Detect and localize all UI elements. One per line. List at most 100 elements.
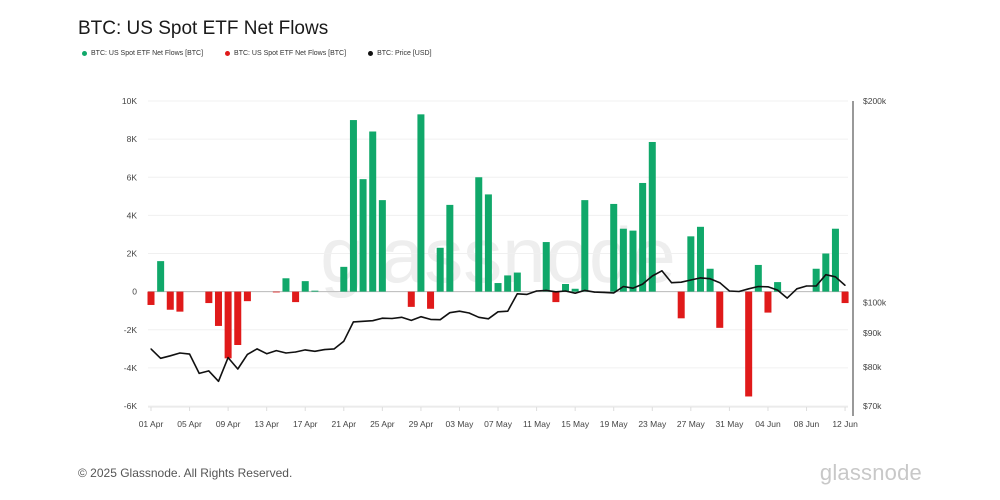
- price-point: [661, 270, 663, 272]
- bar-inflow: [754, 264, 762, 292]
- y-axis-right: $200k $100k $90k $80k $70k: [852, 96, 887, 416]
- x-tick-label: 01 Apr: [139, 419, 164, 429]
- price-point: [777, 289, 779, 291]
- bar-inflow: [562, 284, 570, 292]
- gridlines: [148, 100, 848, 407]
- bar-inflow: [513, 272, 521, 292]
- legend-item-outflows[interactable]: BTC: US Spot ETF Net Flows [BTC]: [225, 50, 346, 57]
- x-tick-label: 05 Apr: [177, 419, 202, 429]
- legend-label-outflows: BTC: US Spot ETF Net Flows [BTC]: [234, 50, 347, 57]
- price-point: [314, 350, 316, 352]
- y-left-tick-label: 8K: [127, 134, 138, 144]
- bar-inflow: [359, 179, 367, 292]
- bar-inflow: [831, 228, 839, 292]
- chart-title: BTC: US Spot ETF Net Flows: [78, 18, 329, 39]
- x-tick-label: 04 Jun: [755, 419, 781, 429]
- price-point: [574, 292, 576, 294]
- price-point: [323, 348, 326, 351]
- price-point: [217, 380, 220, 382]
- bar-inflow: [619, 228, 627, 292]
- y-axis-left: 10K 8K 6K 4K 2K 0 -2K -4K -6K: [122, 96, 137, 411]
- price-point: [237, 368, 239, 370]
- x-tick-label: 12 Jun: [832, 419, 858, 429]
- price-point: [487, 318, 489, 320]
- price-point: [150, 348, 152, 350]
- bar-outflow: [841, 291, 849, 304]
- price-point: [622, 285, 624, 288]
- legend-label-inflows: BTC: US Spot ETF Net Flows [BTC]: [91, 50, 204, 57]
- legend: BTC: US Spot ETF Net Flows [BTC] BTC: US…: [82, 50, 432, 57]
- price-point: [391, 317, 393, 320]
- legend-item-price[interactable]: BTC: Price [USD]: [368, 50, 432, 57]
- bar-outflow: [745, 291, 753, 397]
- y-left-tick-label: 6K: [127, 172, 138, 182]
- price-point: [160, 357, 162, 359]
- y-right-tick-label: $100k: [863, 297, 887, 307]
- bar-inflow: [436, 247, 444, 292]
- y-right-tick-label: $80k: [863, 362, 882, 372]
- price-point: [295, 351, 297, 353]
- legend-dot-black: [368, 51, 374, 56]
- price-point: [526, 293, 528, 295]
- bar-outflow: [166, 291, 174, 310]
- bar-outflow: [764, 291, 772, 313]
- bar-inflow: [812, 268, 820, 292]
- price-point: [757, 285, 759, 288]
- price-point: [825, 274, 827, 276]
- bar-inflow: [822, 253, 830, 292]
- price-point: [362, 320, 364, 322]
- bar-inflow: [340, 266, 348, 292]
- price-point: [352, 321, 355, 323]
- price-point: [227, 356, 229, 359]
- price-point: [507, 310, 509, 312]
- bar-outflow: [234, 291, 242, 345]
- bar-inflow: [446, 204, 454, 292]
- price-point: [815, 285, 817, 287]
- bar-inflow: [494, 283, 502, 292]
- price-point: [796, 288, 798, 290]
- y-left-tick-label: 10K: [122, 96, 137, 106]
- bar-inflow: [475, 177, 483, 292]
- price-point: [246, 353, 248, 356]
- bar-outflow: [552, 291, 560, 303]
- price-point: [670, 282, 673, 284]
- bar-inflow: [696, 226, 704, 292]
- price-point: [786, 297, 788, 299]
- brand-logo: glassnode: [819, 460, 922, 485]
- price-point: [401, 316, 403, 318]
- price-point: [468, 312, 470, 314]
- price-point: [555, 291, 557, 293]
- x-tick-label: 17 Apr: [293, 419, 318, 429]
- x-tick-label: 07 May: [484, 419, 513, 429]
- price-point: [564, 290, 567, 292]
- x-tick-label: 13 Apr: [254, 419, 279, 429]
- legend-dot-green: [82, 51, 87, 56]
- legend-item-inflows[interactable]: BTC: US Spot ETF Net Flows [BTC]: [82, 50, 203, 57]
- price-point: [208, 370, 210, 372]
- bar-inflow: [648, 141, 656, 292]
- price-point: [805, 285, 808, 287]
- bar-inflow: [706, 268, 714, 292]
- bar-inflow: [417, 114, 425, 292]
- x-tick-label: 29 Apr: [409, 419, 434, 429]
- bar-outflow: [407, 291, 415, 307]
- price-point: [478, 316, 480, 318]
- bar-outflow: [205, 291, 213, 304]
- price-point: [699, 277, 702, 279]
- bar-outflow: [427, 291, 435, 309]
- y-left-tick-label: -6K: [124, 401, 138, 411]
- price-point: [169, 355, 171, 357]
- bar-inflow: [774, 282, 782, 292]
- bar-inflow: [504, 275, 512, 292]
- price-point: [497, 311, 499, 313]
- bar-inflow: [571, 288, 579, 292]
- price-point: [632, 287, 634, 289]
- bar-inflow: [301, 281, 309, 292]
- price-point: [381, 317, 383, 319]
- price-point: [198, 372, 200, 375]
- y-left-tick-label: 4K: [127, 210, 138, 220]
- price-point: [748, 288, 750, 290]
- x-tick-label: 19 May: [600, 419, 629, 429]
- x-tick-label: 09 Apr: [216, 419, 241, 429]
